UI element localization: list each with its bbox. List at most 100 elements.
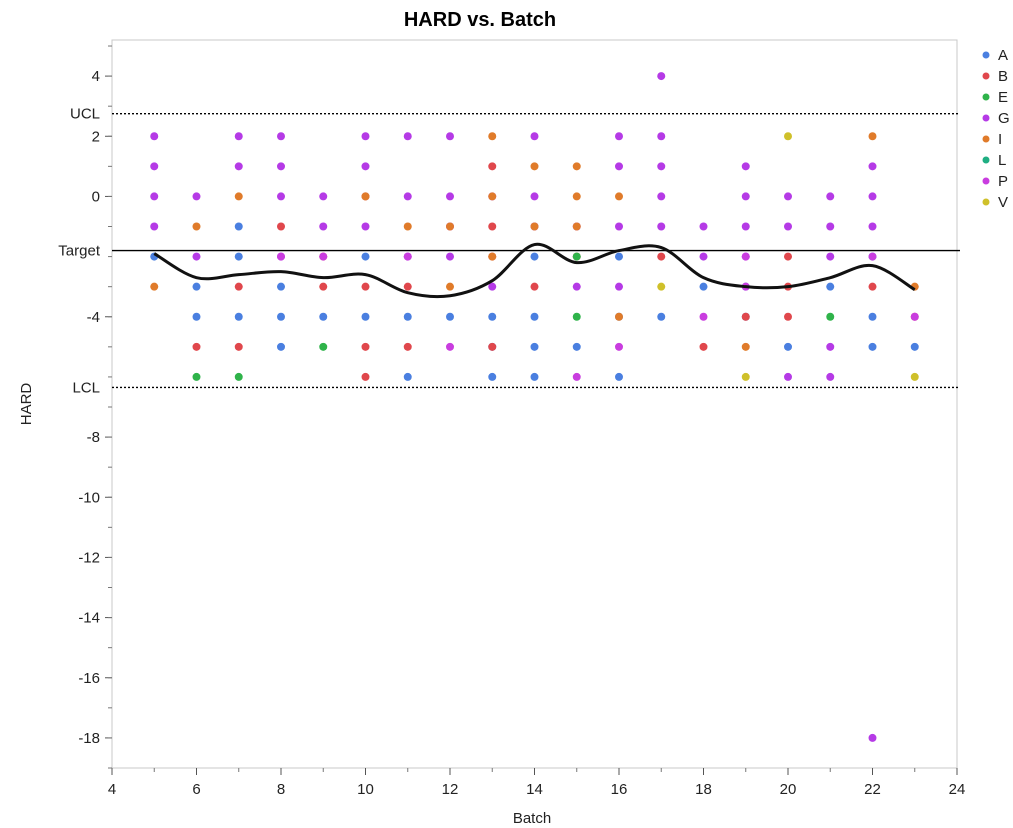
point-g — [488, 282, 497, 291]
y-tick-label: -18 — [78, 730, 100, 747]
legend-marker-g — [982, 114, 990, 122]
point-b — [234, 282, 243, 291]
ref-label-lcl: LCL — [72, 379, 100, 396]
legend-label-v: V — [998, 194, 1008, 211]
point-a — [615, 372, 623, 381]
point-g — [784, 372, 792, 381]
point-v — [657, 282, 666, 291]
point-i — [234, 192, 243, 201]
point-g — [741, 162, 750, 171]
point-i — [446, 222, 454, 231]
point-g — [784, 192, 792, 201]
point-a — [277, 282, 285, 291]
point-i — [403, 222, 412, 231]
legend-marker-l — [982, 156, 990, 164]
point-p — [319, 252, 328, 261]
x-tick-label: 14 — [526, 781, 543, 798]
point-b — [403, 282, 412, 291]
point-a — [488, 312, 497, 321]
point-g — [150, 192, 159, 201]
point-a — [572, 342, 581, 351]
legend-label-l: L — [998, 152, 1006, 169]
point-e — [319, 342, 328, 351]
point-p — [910, 312, 919, 321]
point-i — [530, 222, 539, 231]
point-g — [615, 132, 623, 141]
x-tick-label: 22 — [864, 781, 881, 798]
point-i — [361, 192, 370, 201]
point-g — [741, 222, 750, 231]
point-g — [615, 162, 623, 171]
point-a — [615, 252, 623, 261]
legend-marker-v — [982, 198, 990, 206]
point-b — [234, 342, 243, 351]
point-g — [868, 733, 877, 742]
point-a — [868, 312, 877, 321]
point-b — [488, 342, 497, 351]
point-g — [530, 132, 539, 141]
point-b — [784, 312, 792, 321]
legend-label-a: A — [998, 47, 1008, 64]
point-b — [361, 282, 370, 291]
point-b — [868, 282, 877, 291]
point-a — [403, 372, 412, 381]
y-tick-label: -4 — [87, 309, 100, 326]
point-i — [572, 162, 581, 171]
point-a — [361, 312, 370, 321]
point-a — [361, 252, 370, 261]
legend-marker-i — [982, 135, 990, 143]
point-a — [910, 342, 919, 351]
x-tick-label: 4 — [108, 781, 116, 798]
point-g — [319, 192, 328, 201]
point-i — [615, 192, 623, 201]
point-p — [277, 252, 285, 261]
point-b — [488, 222, 497, 231]
point-i — [192, 222, 201, 231]
point-a — [234, 222, 243, 231]
point-b — [784, 252, 792, 261]
point-g — [446, 132, 454, 141]
point-i — [572, 222, 581, 231]
x-tick-label: 8 — [277, 781, 285, 798]
reference-lines: UCL Target LCL — [58, 106, 960, 396]
point-g — [657, 132, 666, 141]
ref-label-ucl: UCL — [70, 106, 100, 123]
x-tick-label: 16 — [611, 781, 628, 798]
point-g — [446, 192, 454, 201]
point-g — [150, 222, 159, 231]
x-tick-label: 6 — [192, 781, 200, 798]
point-g — [403, 132, 412, 141]
point-g — [403, 192, 412, 201]
point-g — [234, 132, 243, 141]
point-i — [615, 312, 623, 321]
point-a — [530, 342, 539, 351]
point-e — [192, 372, 201, 381]
chart-title: HARD vs. Batch — [404, 9, 556, 31]
point-b — [361, 342, 370, 351]
point-g — [657, 192, 666, 201]
point-a — [488, 372, 497, 381]
point-i — [488, 192, 497, 201]
point-a — [277, 312, 285, 321]
point-i — [488, 132, 497, 141]
point-b — [192, 342, 201, 351]
point-v — [910, 372, 919, 381]
point-g — [446, 252, 454, 261]
legend-label-p: P — [998, 173, 1008, 190]
point-g — [868, 192, 877, 201]
point-g — [826, 222, 835, 231]
plot-frame — [111, 39, 958, 769]
point-a — [319, 312, 328, 321]
point-b — [403, 342, 412, 351]
point-g — [826, 342, 835, 351]
point-i — [488, 252, 497, 261]
point-g — [657, 162, 666, 171]
point-a — [868, 342, 877, 351]
point-b — [699, 342, 708, 351]
point-b — [741, 312, 750, 321]
point-g — [699, 222, 708, 231]
point-b — [657, 252, 666, 261]
point-b — [361, 372, 370, 381]
point-g — [234, 162, 243, 171]
